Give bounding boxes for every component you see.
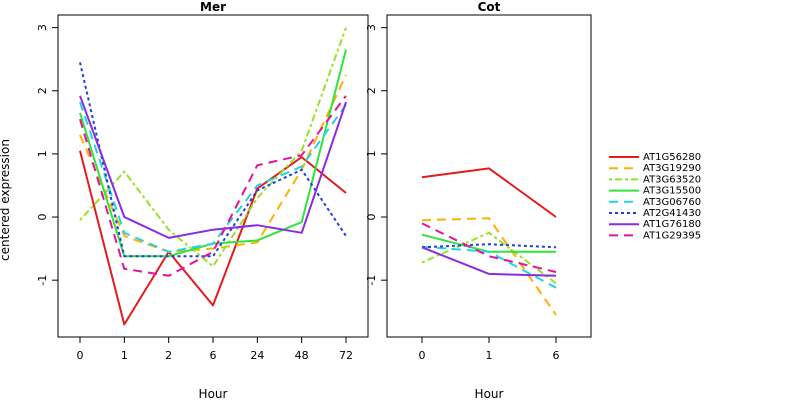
y-tick-label: 0 (365, 214, 378, 221)
x-tick-label: 72 (339, 349, 353, 362)
plot-frame (386, 14, 592, 338)
x-tick-label: 0 (419, 349, 426, 362)
legend-item: AT2G41430 (609, 208, 701, 219)
legend-label: AT2G41430 (643, 208, 701, 219)
series-line-at2g41430 (421, 243, 557, 249)
series-line-at3g06760 (79, 101, 347, 253)
panel-cot: Cot -1 0 1 2 3 0 1 6 Hour (365, 0, 592, 401)
y-tick-label: 3 (36, 24, 49, 31)
panels: Mer -1 0 1 2 3 0 1 2 6 24 48 72 Hour Cot -1 0 1 2 3 0 1 6 Hour (36, 0, 592, 401)
legend-label: AT3G15500 (643, 186, 701, 197)
legend-label: AT1G56280 (643, 152, 701, 163)
legend-item: AT1G29395 (609, 230, 701, 241)
legend-item: AT1G76180 (609, 219, 701, 230)
series-line-at3g63520 (79, 27, 347, 268)
panel-title: Cot (478, 0, 501, 14)
series-line-at3g06760 (421, 245, 557, 289)
x-axis-label: Hour (475, 387, 504, 400)
x-tick-label: 0 (77, 349, 84, 362)
series-line-at3g19290 (421, 217, 557, 316)
x-tick-label: 6 (553, 349, 560, 362)
y-tick-label: 1 (365, 150, 378, 157)
legend-item: AT3G19290 (609, 163, 701, 174)
legend-label: AT3G19290 (643, 163, 701, 174)
x-tick-label: 6 (210, 349, 217, 362)
series-line-at1g76180 (79, 95, 347, 239)
series-line-at1g56280 (79, 150, 347, 326)
series-line-at1g76180 (421, 246, 557, 277)
legend: AT1G56280AT3G19290AT3G63520AT3G15500AT3G… (609, 152, 701, 241)
y-tick-label: 2 (36, 87, 49, 94)
series-line-at1g56280 (421, 167, 557, 218)
series-line-at2g41430 (79, 62, 347, 258)
x-tick-label: 1 (121, 349, 128, 362)
legend-item: AT1G56280 (609, 152, 701, 163)
x-tick-label: 2 (165, 349, 172, 362)
y-axis-label: centered expression (0, 139, 12, 261)
legend-label: AT3G63520 (643, 174, 701, 185)
series-line-at1g29395 (79, 95, 347, 277)
x-tick-label: 1 (486, 349, 493, 362)
y-tick-label: 2 (365, 87, 378, 94)
legend-label: AT3G06760 (643, 197, 701, 208)
legend-label: AT1G29395 (643, 230, 701, 241)
legend-item: AT3G63520 (609, 174, 701, 185)
y-tick-label: -1 (36, 275, 49, 286)
x-axis-label: Hour (199, 387, 228, 400)
y-tick-label: 0 (36, 214, 49, 221)
series-line-at1g29395 (421, 222, 557, 273)
legend-item: AT3G06760 (609, 197, 701, 208)
legend-item: AT3G15500 (609, 186, 701, 197)
panel-mer: Mer -1 0 1 2 3 0 1 2 6 24 48 72 Hour (36, 0, 369, 401)
y-tick-label: 1 (36, 150, 49, 157)
x-tick-label: 24 (250, 349, 264, 362)
series-line-at3g19290 (79, 74, 347, 253)
y-tick-label: 3 (365, 24, 378, 31)
y-tick-label: -1 (365, 275, 378, 286)
legend-label: AT1G76180 (643, 219, 701, 230)
x-tick-label: 48 (295, 349, 309, 362)
panel-title: Mer (200, 0, 226, 14)
